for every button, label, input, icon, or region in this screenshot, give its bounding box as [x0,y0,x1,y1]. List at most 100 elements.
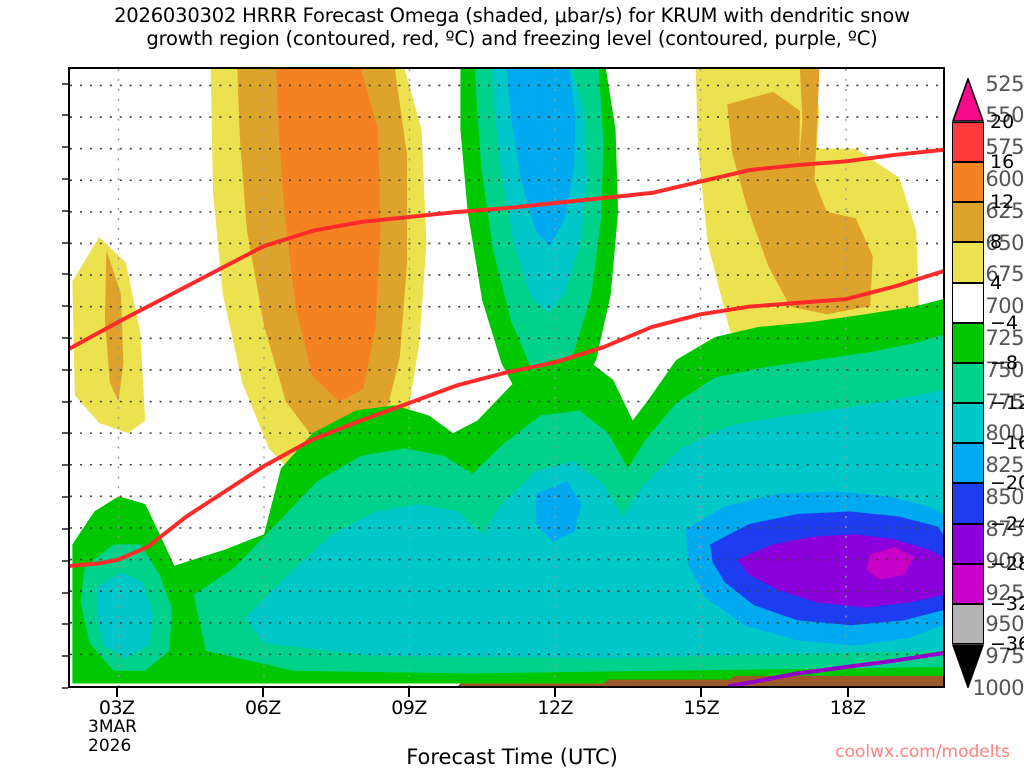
colorbar-band [952,563,984,604]
y-tick-label: 725 [985,326,1024,351]
colorbar-band [952,162,984,203]
y-tick-mark [62,146,68,149]
x-tick-mark [846,688,849,697]
colorbar-tick-label: 4 [990,271,1003,294]
colorbar-tick-label: −36 [990,633,1024,655]
y-tick-label: 975 [985,644,1024,669]
plot-area [68,67,945,688]
colorbar-tick-label: 16 [990,151,1015,174]
y-tick-mark [62,82,68,85]
colorbar-tick-label: −20 [990,472,1024,495]
date-label: 3MAR 2026 [88,718,137,756]
y-tick-mark [62,241,68,244]
colorbar-tick-label: 20 [990,111,1015,133]
y-tick-mark [62,527,68,530]
y-tick-mark [62,496,68,499]
colorbar-tick-label: −24 [990,512,1024,535]
y-tick-label: 950 [985,612,1024,637]
colorbar-band [952,282,984,323]
y-tick-label: 825 [985,453,1024,478]
colorbar-tick-label: 12 [990,191,1015,214]
y-tick-mark [62,687,68,689]
y-tick-mark [62,337,68,340]
colorbar-band [952,242,984,283]
y-tick-label: 750 [985,357,1024,382]
y-tick-mark [62,591,68,594]
x-axis-title: Forecast Time (UTC) [406,745,618,769]
colorbar-band [952,523,984,564]
y-tick-mark [62,432,68,435]
y-tick-label: 575 [985,135,1024,160]
x-tick-label: 18Z [829,697,866,719]
x-tick-label: 06Z [245,697,281,719]
omega-contour-band [535,481,582,542]
colorbar: 20 16 12 8 4 −4 −8 −12 −16 −20 −24 −28 −32 −36 [952,78,1024,688]
y-tick-label: 550 [985,103,1024,128]
y-tick-mark [62,464,68,467]
omega-shaded-field [70,69,943,686]
y-tick-mark [62,209,68,212]
colorbar-band [952,443,984,484]
colorbar-tick-label: −32 [990,592,1024,615]
omega-contour-band [719,69,873,310]
watermark: coolwx.com/modelts [835,742,1010,762]
terrain-surface [70,675,943,686]
colorbar-band [952,483,984,524]
y-tick-label: 650 [985,230,1024,255]
colorbar-band [952,362,984,404]
colorbar-band [952,202,984,243]
y-tick-mark [62,559,68,562]
y-tick-label: 900 [985,548,1024,573]
y-tick-mark [62,400,68,403]
x-tick-label: 09Z [391,697,427,719]
x-tick-mark [261,688,264,697]
y-tick-mark [62,177,68,180]
omega-contour-band [276,69,381,402]
x-tick-mark [408,688,411,697]
contour-line [70,269,943,568]
chart-title-line2: growth region (contoured, red, ºC) and f… [146,27,878,50]
y-tick-label: 675 [985,262,1024,287]
date-line1: 3MAR [88,717,137,737]
colorbar-band [952,122,984,163]
chart-title: 2026030302 HRRR Forecast Omega (shaded, … [0,4,1024,50]
y-tick-mark [62,114,68,117]
colorbar-band [952,403,984,444]
date-line2: 2026 [88,736,132,756]
y-tick-label: 1000 [972,676,1024,700]
x-tick-mark [554,688,557,697]
y-tick-mark [62,623,68,626]
y-tick-mark [62,273,68,276]
colorbar-tick-label: 8 [990,231,1003,254]
y-tick-mark [62,655,68,658]
colorbar-tick-label: −28 [990,552,1024,575]
colorbar-tick-label: −4 [990,311,1019,334]
y-tick-mark [62,305,68,308]
colorbar-tick-label: −16 [990,432,1024,455]
colorbar-top-arrow [952,78,984,122]
y-tick-label: 875 [985,516,1024,541]
y-tick-label: 800 [985,421,1024,446]
y-tick-label: 600 [985,166,1024,191]
y-tick-label: 775 [985,389,1024,414]
y-tick-label: 625 [985,198,1024,223]
colorbar-band [952,322,984,363]
x-tick-mark [700,688,703,697]
x-tick-label: 12Z [537,697,574,719]
y-tick-mark [62,368,68,371]
y-tick-label: 925 [985,580,1024,605]
colorbar-bottom-arrow [952,644,984,688]
x-tick-mark [115,688,118,697]
colorbar-band [952,603,984,644]
omega-contour-band [866,546,914,580]
colorbar-tick-label: −8 [990,351,1019,374]
chart-title-line1: 2026030302 HRRR Forecast Omega (shaded, … [114,4,910,27]
omega-contour-band [727,91,871,315]
colorbar-tick-label: −12 [990,392,1024,415]
y-tick-label: 850 [985,485,1024,510]
omega-contour-band [96,572,154,659]
contour-line [70,147,943,351]
x-tick-label: 15Z [683,697,720,719]
contour-line [727,651,943,686]
x-tick-label: 03Z [98,697,135,719]
